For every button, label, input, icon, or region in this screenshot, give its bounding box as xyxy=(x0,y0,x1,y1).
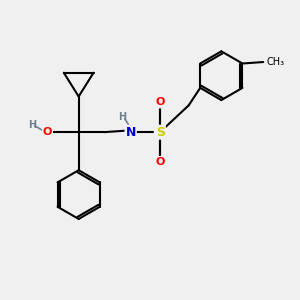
Text: O: O xyxy=(156,157,165,167)
Text: N: N xyxy=(125,126,136,139)
Text: CH₃: CH₃ xyxy=(266,57,284,67)
Text: H: H xyxy=(28,120,37,130)
Text: O: O xyxy=(156,98,165,107)
Text: O: O xyxy=(43,127,52,137)
Text: H: H xyxy=(118,112,126,122)
Text: S: S xyxy=(156,126,165,139)
